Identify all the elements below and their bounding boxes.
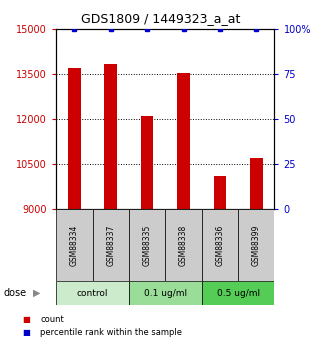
FancyBboxPatch shape [129,281,202,305]
Text: dose: dose [3,288,26,298]
Text: 0.1 ug/ml: 0.1 ug/ml [144,289,187,298]
Bar [213,176,226,209]
Text: GSM88335: GSM88335 [143,224,152,266]
FancyBboxPatch shape [129,209,165,281]
Text: GSM88334: GSM88334 [70,224,79,266]
FancyBboxPatch shape [165,209,202,281]
FancyBboxPatch shape [92,209,129,281]
FancyBboxPatch shape [202,281,274,305]
Text: GSM88337: GSM88337 [106,224,115,266]
FancyBboxPatch shape [56,209,92,281]
FancyBboxPatch shape [202,209,238,281]
Text: count: count [40,315,64,324]
Bar [104,64,117,209]
Text: control: control [77,289,108,298]
Text: GSM88336: GSM88336 [215,224,224,266]
Text: ■: ■ [22,315,30,324]
FancyBboxPatch shape [238,209,274,281]
Text: GSM88399: GSM88399 [252,224,261,266]
Text: ■: ■ [22,328,30,337]
Text: GSM88338: GSM88338 [179,224,188,266]
Bar [141,116,153,209]
Text: ▶: ▶ [33,288,41,298]
Bar [177,73,190,209]
Bar [68,68,81,209]
Bar [250,158,263,209]
FancyBboxPatch shape [56,281,129,305]
Text: percentile rank within the sample: percentile rank within the sample [40,328,182,337]
Text: 0.5 ug/ml: 0.5 ug/ml [216,289,260,298]
Text: GDS1809 / 1449323_a_at: GDS1809 / 1449323_a_at [81,12,240,25]
